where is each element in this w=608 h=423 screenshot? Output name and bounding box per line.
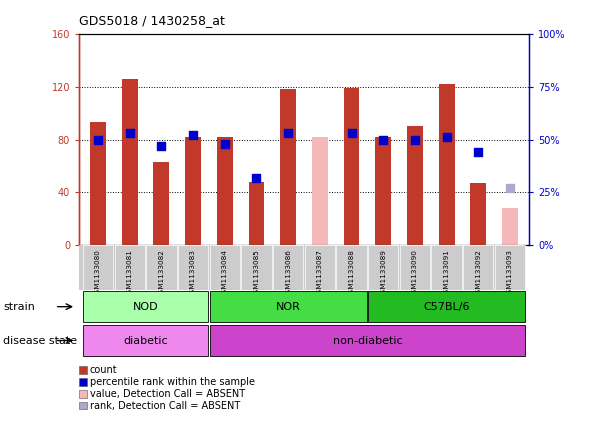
Point	[474, 149, 483, 156]
Text: GSM1133089: GSM1133089	[380, 249, 386, 298]
Text: GSM1133092: GSM1133092	[475, 249, 482, 298]
Bar	[114, 245, 145, 290]
Point	[283, 130, 293, 137]
Text: GDS5018 / 1430258_at: GDS5018 / 1430258_at	[79, 14, 225, 27]
Bar	[249, 182, 264, 245]
Text: GSM1133086: GSM1133086	[285, 249, 291, 298]
Point	[156, 143, 166, 149]
Point	[188, 132, 198, 139]
Point	[93, 136, 103, 143]
Bar	[407, 126, 423, 245]
Bar	[305, 245, 335, 290]
Bar	[375, 137, 391, 245]
Point	[125, 130, 134, 137]
Text: GSM1133088: GSM1133088	[348, 249, 354, 298]
Text: GSM1133082: GSM1133082	[159, 249, 164, 298]
Text: count: count	[90, 365, 117, 375]
Bar	[90, 122, 106, 245]
Bar	[463, 245, 494, 290]
Text: strain: strain	[3, 302, 35, 312]
Bar	[336, 245, 367, 290]
Point	[378, 136, 388, 143]
Bar	[241, 245, 272, 290]
Text: GSM1133090: GSM1133090	[412, 249, 418, 298]
Bar	[83, 245, 113, 290]
Bar	[502, 209, 518, 245]
Point	[220, 140, 230, 147]
Bar	[431, 245, 462, 290]
Point	[442, 134, 452, 141]
Text: C57BL/6: C57BL/6	[423, 302, 470, 312]
Text: GSM1133085: GSM1133085	[254, 249, 260, 298]
Text: GSM1133081: GSM1133081	[126, 249, 133, 298]
Bar	[122, 79, 137, 245]
Text: GSM1133093: GSM1133093	[507, 249, 513, 298]
Bar	[153, 162, 170, 245]
Text: disease state: disease state	[3, 335, 77, 346]
Text: GSM1133083: GSM1133083	[190, 249, 196, 298]
Point	[347, 130, 356, 137]
Bar	[471, 183, 486, 245]
Bar	[438, 84, 455, 245]
Bar	[210, 245, 240, 290]
Text: GSM1133084: GSM1133084	[222, 249, 228, 298]
Bar	[312, 137, 328, 245]
Point	[505, 185, 515, 192]
Text: percentile rank within the sample: percentile rank within the sample	[90, 377, 255, 387]
Bar	[178, 245, 209, 290]
Bar	[83, 325, 209, 356]
Bar	[495, 245, 525, 290]
Bar	[83, 291, 209, 322]
Bar	[185, 137, 201, 245]
Bar	[210, 291, 367, 322]
Text: value, Detection Call = ABSENT: value, Detection Call = ABSENT	[90, 389, 245, 399]
Bar	[273, 245, 303, 290]
Text: rank, Detection Call = ABSENT: rank, Detection Call = ABSENT	[90, 401, 240, 411]
Text: diabetic: diabetic	[123, 335, 168, 346]
Bar	[399, 245, 430, 290]
Text: non-diabetic: non-diabetic	[333, 335, 402, 346]
Text: GSM1133087: GSM1133087	[317, 249, 323, 298]
Bar	[344, 88, 359, 245]
Point	[410, 136, 420, 143]
Text: NOD: NOD	[133, 302, 159, 312]
Text: NOR: NOR	[275, 302, 300, 312]
Bar	[217, 137, 233, 245]
Text: GSM1133080: GSM1133080	[95, 249, 101, 298]
Bar	[280, 89, 296, 245]
Bar	[210, 325, 525, 356]
Bar	[368, 245, 398, 290]
Bar	[368, 291, 525, 322]
Point	[252, 174, 261, 181]
Text: GSM1133091: GSM1133091	[444, 249, 449, 298]
Bar	[146, 245, 177, 290]
